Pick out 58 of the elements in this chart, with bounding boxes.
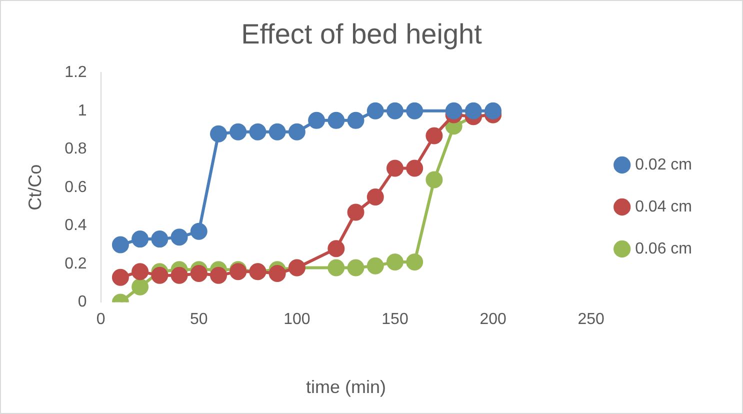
point (366, 188, 384, 206)
point (268, 265, 286, 282)
y-tick-label: 0.4 (64, 217, 87, 234)
y-tick-label: 0.8 (64, 140, 87, 158)
point (406, 160, 424, 177)
point (112, 236, 129, 254)
point (170, 266, 188, 284)
y-tick-label: 0.6 (64, 178, 87, 196)
point (386, 254, 404, 271)
point (347, 112, 364, 129)
point (445, 102, 462, 120)
point (210, 125, 227, 142)
point (328, 259, 345, 276)
x-tick-label: 0 (96, 311, 106, 328)
point (386, 102, 404, 120)
point (230, 123, 247, 140)
point (112, 268, 129, 286)
legend-label: 0.02 cm (635, 156, 692, 174)
point (406, 254, 424, 271)
point (464, 102, 482, 120)
point (249, 123, 266, 140)
point (328, 240, 345, 258)
point (366, 257, 384, 274)
y-tick-label: 1 (78, 102, 87, 120)
point (151, 230, 168, 248)
point (288, 123, 306, 140)
point (347, 204, 364, 221)
point (426, 171, 443, 188)
point (210, 266, 227, 284)
point (268, 123, 286, 140)
y-tick-label: 0.2 (64, 255, 87, 272)
x-tick-label: 250 (578, 311, 605, 328)
point (484, 102, 502, 120)
x-tick-label: 200 (480, 311, 506, 328)
x-tick-label: 150 (382, 311, 408, 328)
point (328, 112, 345, 129)
y-tick-label: 1.2 (64, 64, 87, 82)
point (386, 160, 404, 177)
point (132, 263, 149, 280)
point (170, 228, 188, 246)
y-axis-title: Ct/Co (24, 164, 45, 210)
point (190, 222, 208, 240)
point (347, 259, 364, 276)
x-tick-label: 100 (284, 311, 310, 328)
chart-title: Effect of bed height (241, 18, 482, 50)
point (308, 112, 326, 129)
point (426, 127, 443, 144)
point (190, 265, 208, 282)
legend-label: 0.04 cm (635, 198, 692, 216)
x-axis-title: time (min) (306, 377, 386, 398)
point (406, 102, 424, 120)
point (366, 102, 384, 120)
point (132, 230, 149, 248)
legend-label: 0.06 cm (635, 240, 692, 258)
y-tick-label: 0 (78, 294, 87, 311)
point (132, 278, 149, 296)
point (151, 266, 168, 284)
x-tick-label: 50 (190, 311, 208, 328)
